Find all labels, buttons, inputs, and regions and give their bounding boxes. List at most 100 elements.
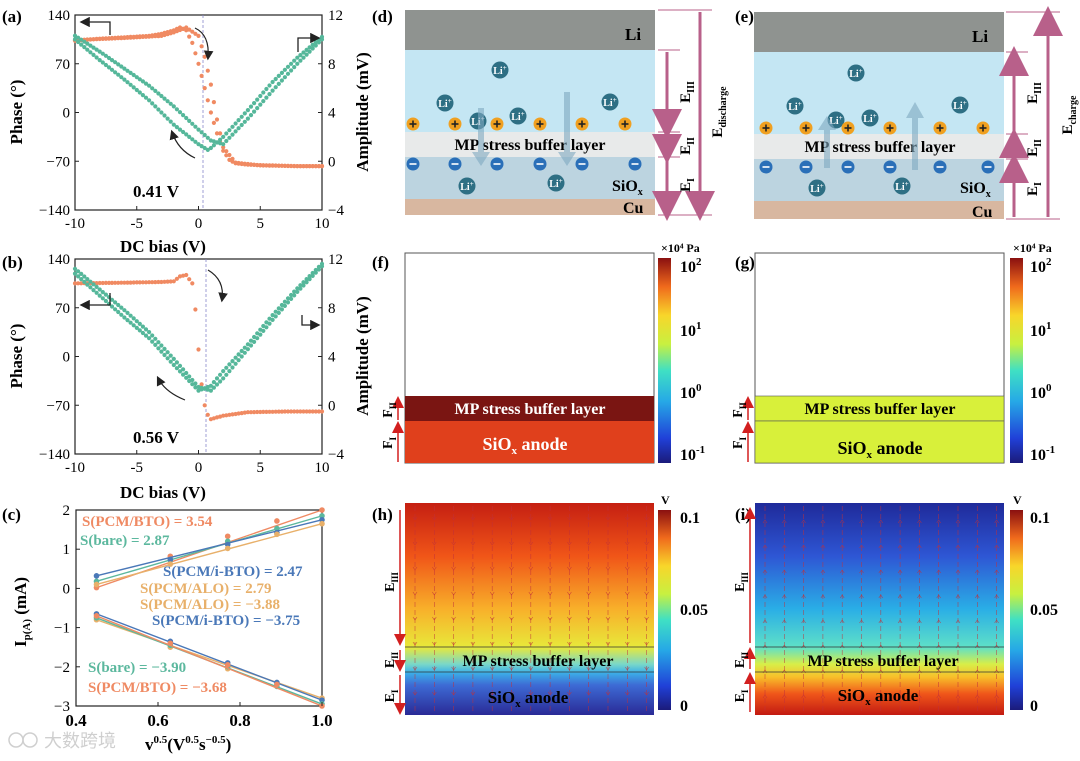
point-a-s1: [292, 164, 297, 169]
point-b-s0: [122, 280, 127, 285]
point-a-s2: [276, 81, 281, 86]
plot-frame-b: [74, 258, 323, 455]
y2label-a: Amplitude (mV): [353, 52, 372, 171]
point-b-s0: [159, 279, 164, 285]
point-b-s1: [165, 350, 170, 355]
watermark-text: 大数跨境: [44, 731, 116, 751]
point-b-s1: [140, 324, 145, 329]
point-b-s1: [295, 289, 300, 294]
fit-label-0: S(PCM/BTO) = 3.54: [82, 514, 213, 530]
point-a-s3: [208, 145, 213, 151]
panel-g: (g) MP stress buffer layer SiOx anode FI…: [731, 241, 1055, 464]
point-b-s1: [310, 273, 315, 278]
buffer-label-d: MP stress buffer layer: [455, 137, 606, 154]
y2tick-label-a-0: −4: [328, 203, 344, 219]
siox-layer-e: [754, 159, 1004, 201]
point-b-s1: [85, 277, 90, 282]
point-b-s0: [171, 279, 176, 284]
point-a-s0: [205, 98, 210, 103]
plot-frame-c: [75, 509, 323, 707]
point-b-s2: [248, 338, 254, 343]
point-b-s2: [316, 264, 321, 269]
point-b-s2: [267, 316, 272, 321]
f2-label-f: FII: [381, 402, 398, 418]
point-a-s2: [122, 66, 127, 71]
point-c-s7-1: [167, 640, 174, 647]
anode-label-i: SiOx anode: [838, 686, 919, 708]
phase-axis-arrow-b: [79, 293, 111, 311]
point-b-s2: [137, 328, 142, 333]
point-b-s1: [304, 280, 309, 285]
point-b-s1: [79, 271, 84, 276]
point-a-s3: [196, 142, 201, 147]
point-b-s0: [289, 409, 294, 414]
ytick-label-a-2: 0: [63, 106, 71, 122]
point-a-s3: [221, 134, 226, 139]
point-b-s2: [150, 339, 155, 344]
point-a-s2: [190, 121, 195, 126]
point-a-s2: [187, 118, 192, 123]
point-b-s0: [245, 410, 250, 415]
point-a-s2: [233, 129, 238, 134]
point-a-s3: [233, 121, 238, 126]
point-a-s1: [193, 31, 198, 36]
point-a-s2: [285, 71, 291, 76]
li-ion-e-2: [861, 109, 879, 127]
point-a-s3: [190, 137, 195, 142]
y2tick-label-a-3: 8: [328, 57, 336, 73]
point-b-s0: [316, 409, 321, 414]
point-b-s0: [199, 382, 204, 387]
point-b-s2: [236, 352, 241, 357]
point-b-s0: [273, 409, 278, 414]
point-c-s2-2: [224, 541, 231, 548]
ytick-label-b-3: 70: [55, 301, 70, 317]
point-a-s1: [106, 36, 112, 41]
point-b-s1: [233, 361, 238, 366]
point-b-s0: [119, 280, 124, 285]
ytick-label-b-2: 0: [63, 350, 71, 366]
point-a-s1: [282, 163, 287, 168]
ytick-label-c-5: 2: [63, 503, 71, 519]
e3-label-e: EIII: [1025, 82, 1044, 104]
point-a-s1: [94, 37, 99, 42]
point-a-s1: [196, 33, 201, 39]
buffer-label-g: MP stress buffer layer: [805, 401, 956, 418]
colorbar-unit-i: V: [1013, 493, 1022, 507]
edischarge-label-d: Edischarge: [710, 86, 729, 138]
xtick-label-b-2: 0: [195, 460, 203, 476]
point-a-s2: [230, 132, 235, 137]
li-ion-d-6-label: Li+: [549, 177, 562, 190]
sweep-arrow-up-b: [156, 375, 186, 401]
point-a-s3: [72, 37, 78, 42]
cb-h-tick-1: 0.1: [680, 510, 700, 527]
point-b-s2: [181, 372, 186, 377]
point-b-s0: [221, 413, 226, 418]
point-a-s2: [261, 99, 266, 104]
point-b-s2: [276, 306, 281, 311]
point-b-s0: [298, 409, 303, 414]
bias-annotation-a: 0.41 V: [133, 182, 180, 201]
point-c-s3-3: [274, 531, 280, 538]
ylabel-b: Phase (°): [7, 324, 26, 389]
point-b-s1: [147, 330, 152, 335]
point-a-s3: [248, 104, 254, 109]
point-a-s3: [91, 52, 96, 58]
ytick-label-b-4: 140: [48, 252, 71, 268]
point-a-s1: [258, 163, 263, 168]
point-b-s2: [227, 362, 232, 367]
point-a-s3: [116, 72, 121, 77]
point-c-s0-2: [224, 533, 231, 540]
fit-line-7: [96, 615, 323, 707]
xtick-label-c-2: 0.8: [229, 711, 250, 730]
siox-label-d: SiOx: [612, 178, 643, 198]
li-ion-e-0: [847, 64, 865, 82]
point-a-s0: [187, 34, 192, 39]
li-ion-d-1: [436, 94, 454, 112]
point-b-s2: [88, 285, 93, 290]
point-b-s0: [279, 409, 284, 414]
fit-line-1: [96, 515, 323, 583]
point-a-s2: [159, 93, 164, 99]
point-b-s1: [214, 382, 220, 387]
point-b-s2: [292, 289, 297, 294]
xtick-label-b-0: -10: [65, 460, 85, 476]
